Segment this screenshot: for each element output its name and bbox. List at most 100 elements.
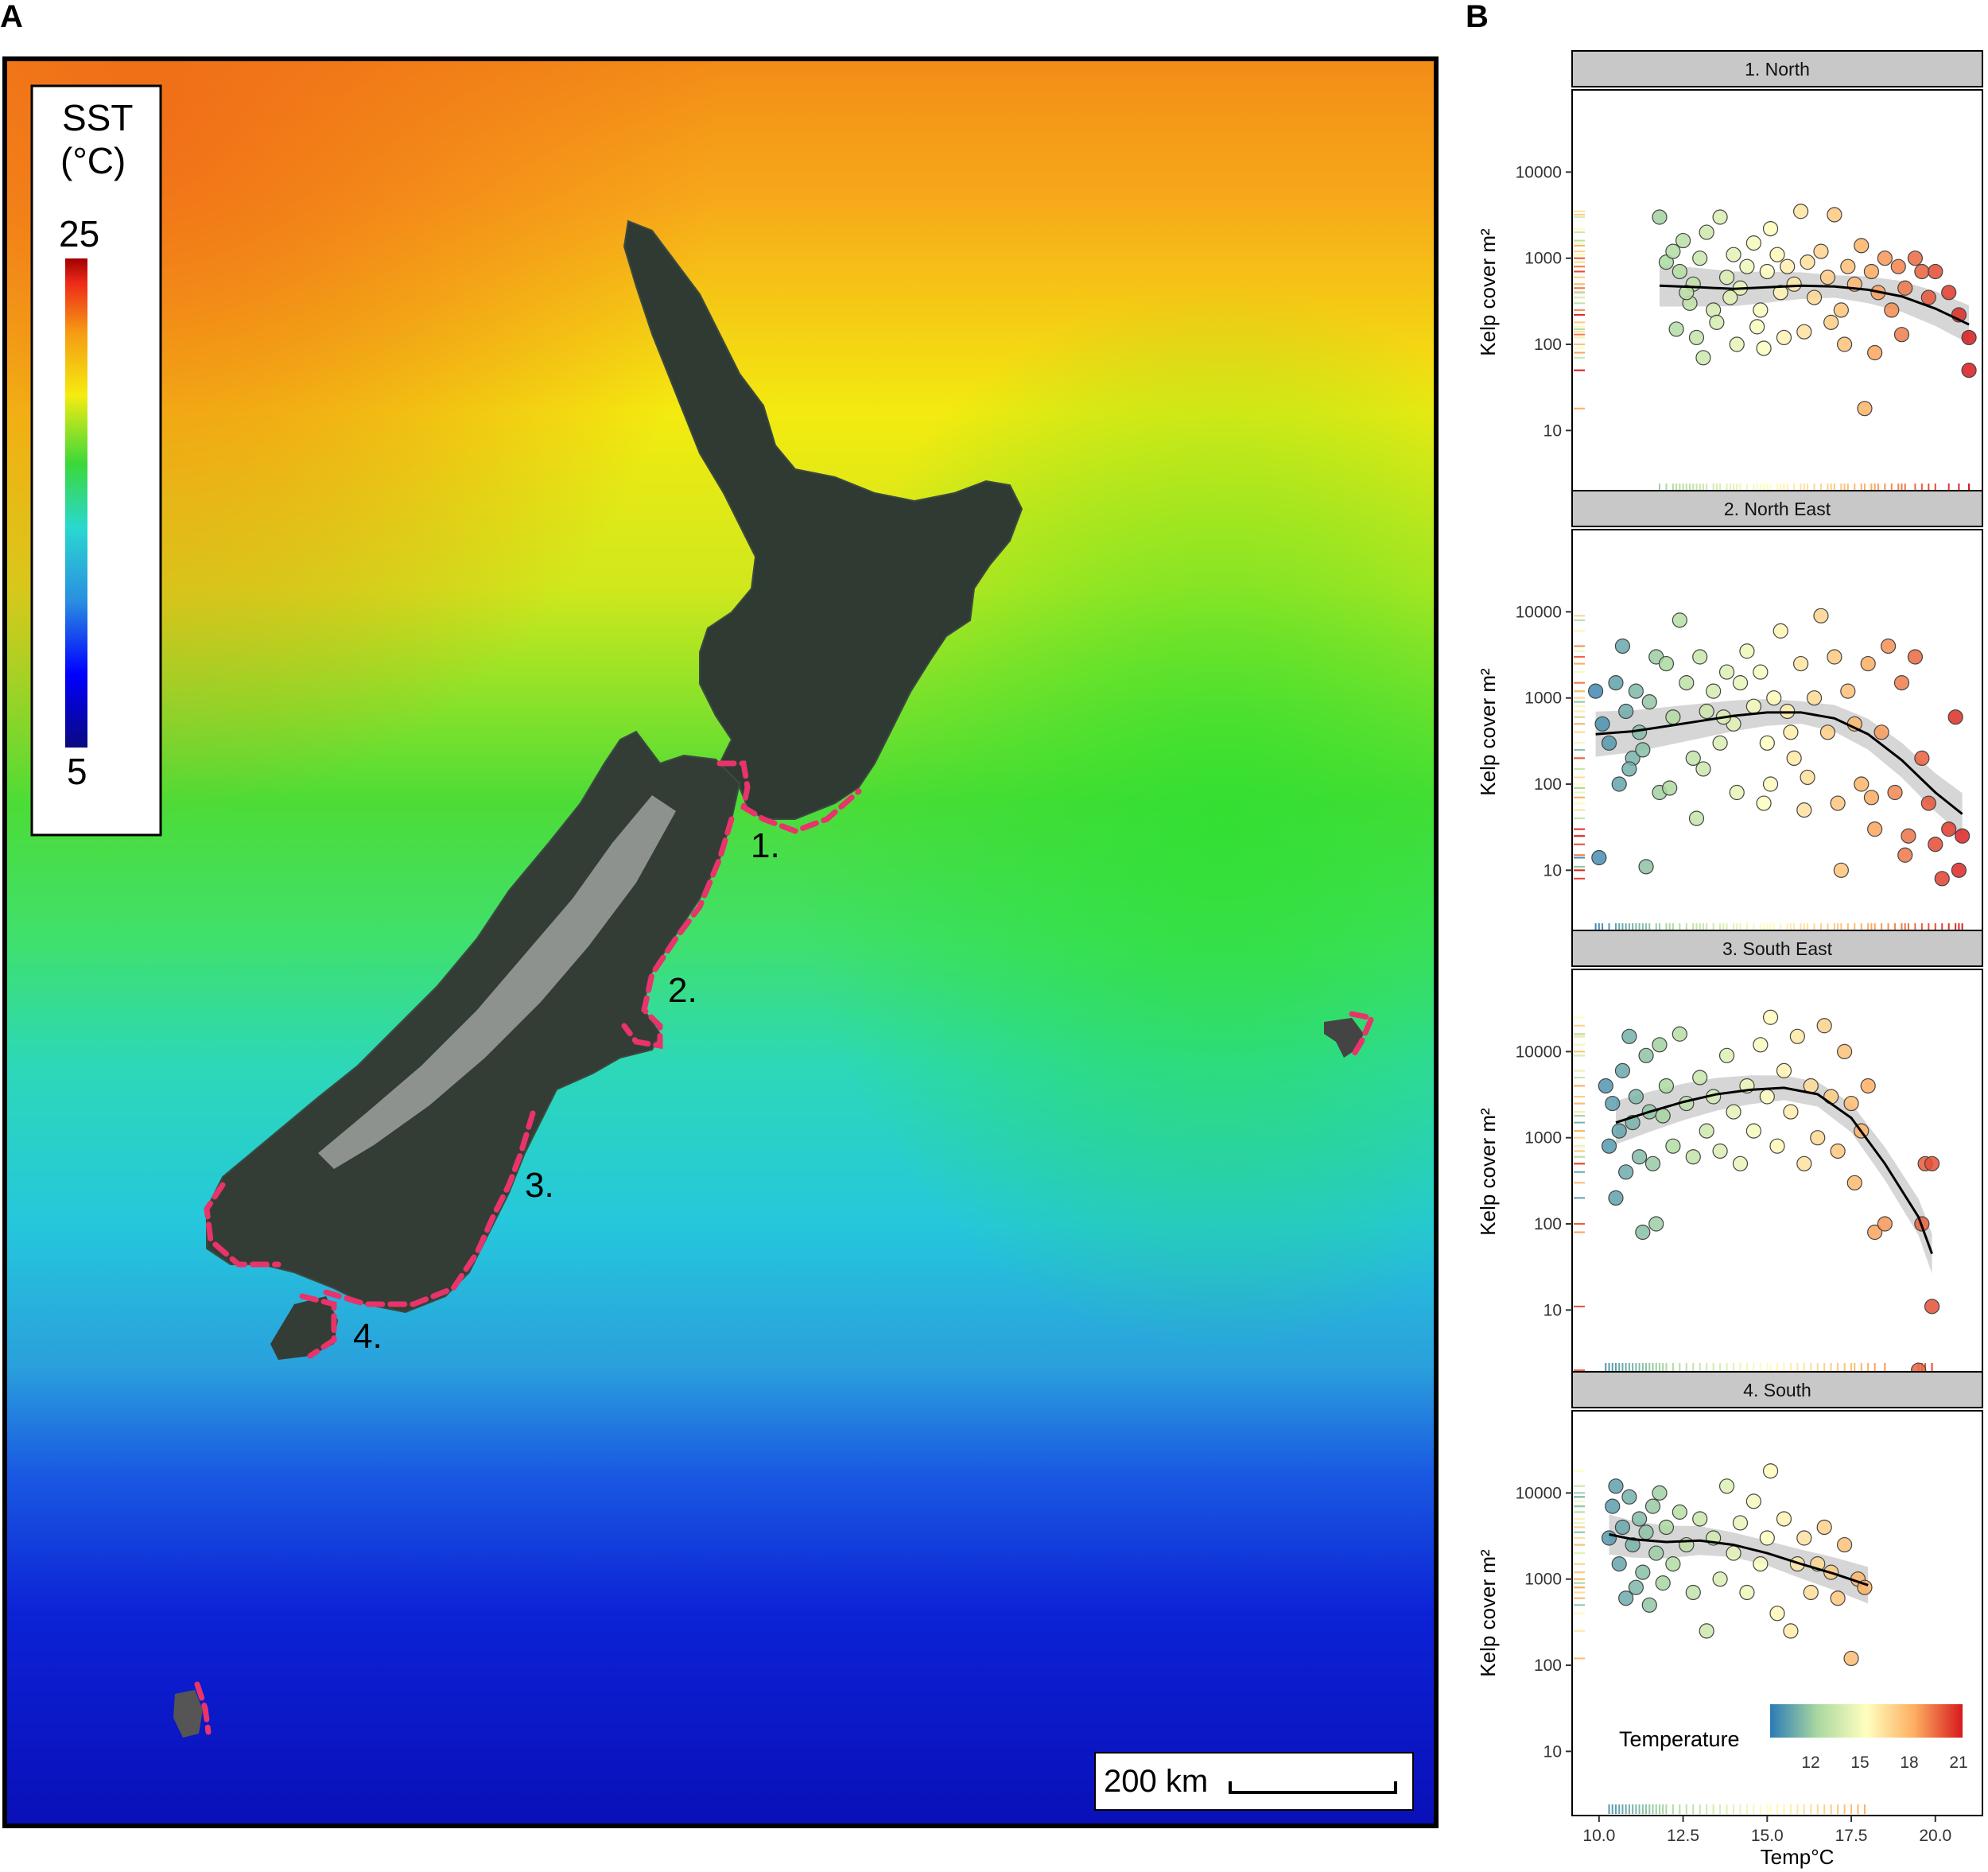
chatham-islands-landmass <box>1324 1018 1364 1058</box>
facet-title: 3. South East <box>1722 938 1833 959</box>
facet-strip <box>1571 490 1983 527</box>
data-point <box>1675 232 1691 249</box>
y-tick-label: 100 <box>1534 1656 1562 1675</box>
sst-legend-title: SST <box>62 97 133 138</box>
data-point <box>1672 263 1687 280</box>
data-point <box>1695 350 1711 366</box>
data-point <box>1823 314 1839 330</box>
data-point <box>1951 862 1967 878</box>
data-point <box>1729 336 1745 352</box>
region-label-4: 4. <box>353 1317 382 1356</box>
map-frame <box>2 56 1439 1828</box>
temperature-legend-tick-15: 15 <box>1850 1754 1869 1772</box>
data-point <box>1897 847 1913 863</box>
data-point <box>1614 1519 1631 1536</box>
data-point <box>1692 1511 1708 1527</box>
sst-legend-max-label: 25 <box>59 213 99 254</box>
data-point <box>1836 1043 1853 1059</box>
data-point <box>1897 280 1913 296</box>
data-point <box>1709 314 1725 330</box>
region-1-outline <box>716 760 862 834</box>
data-point <box>1726 247 1741 262</box>
data-point <box>1614 638 1631 654</box>
data-point <box>1759 735 1775 751</box>
data-point <box>1810 1130 1826 1146</box>
data-point <box>1780 258 1796 274</box>
data-point <box>1618 703 1634 720</box>
temperature-legend-tick-12: 12 <box>1801 1754 1819 1772</box>
data-point <box>1621 1489 1637 1505</box>
data-point <box>1920 289 1936 305</box>
data-point <box>1793 655 1809 672</box>
x-tick-label: 15.0 <box>1751 1827 1784 1845</box>
data-point <box>1608 675 1624 691</box>
data-point <box>1793 204 1809 219</box>
data-point <box>1652 209 1668 225</box>
data-point <box>1608 1478 1624 1494</box>
data-point <box>1769 1138 1785 1154</box>
data-point <box>1756 340 1772 356</box>
x-axis-title: Temp°C <box>1761 1845 1835 1869</box>
facet-plot-area <box>1571 969 1983 1375</box>
data-point <box>1668 321 1684 337</box>
data-point <box>1843 1095 1859 1112</box>
data-point <box>1672 1026 1687 1042</box>
smooth-line <box>1609 1533 1869 1587</box>
data-point <box>1836 336 1853 352</box>
data-point <box>1718 1047 1735 1063</box>
data-point <box>1823 1089 1839 1105</box>
subantarctic-region-outline <box>194 1681 212 1735</box>
data-point <box>1836 1536 1853 1553</box>
data-point <box>1806 690 1823 706</box>
data-point <box>1699 1123 1714 1139</box>
data-point <box>1860 655 1876 672</box>
x-tick-label: 10.0 <box>1582 1827 1615 1845</box>
y-tick-label: 100 <box>1534 775 1562 794</box>
data-point <box>1924 1155 1940 1171</box>
region-3-outline <box>323 1110 536 1307</box>
data-point <box>1692 649 1708 665</box>
data-point <box>1631 1511 1648 1527</box>
y-tick-label: 1000 <box>1524 1571 1562 1589</box>
data-point <box>1776 329 1792 346</box>
region-label-1: 1. <box>751 826 780 865</box>
data-point <box>1819 270 1836 285</box>
data-point <box>1934 871 1950 887</box>
data-point <box>1884 302 1900 318</box>
data-point <box>1665 243 1681 259</box>
data-point <box>1601 735 1617 751</box>
data-point <box>1803 1584 1819 1601</box>
data-point <box>1776 1062 1792 1078</box>
data-point <box>1658 1519 1675 1536</box>
data-point <box>1594 716 1610 732</box>
data-point <box>1830 795 1846 811</box>
data-point <box>1783 1623 1799 1639</box>
y-tick-label: 10 <box>1543 1742 1562 1761</box>
data-point <box>1941 821 1957 837</box>
data-point <box>1816 1018 1832 1034</box>
data-point <box>1756 795 1772 811</box>
data-point <box>1618 1590 1634 1606</box>
data-point <box>1961 329 1977 346</box>
data-point <box>1665 709 1681 725</box>
data-point <box>1920 795 1936 811</box>
data-point <box>1621 761 1637 777</box>
smooth-line <box>1615 1086 1933 1255</box>
data-point <box>1762 220 1779 237</box>
data-point <box>1773 623 1788 639</box>
data-point <box>1759 1089 1775 1105</box>
x-tick-label: 12.5 <box>1667 1827 1699 1845</box>
data-point <box>1854 238 1870 254</box>
y-axis-title: Kelp cover m² <box>1476 1549 1500 1677</box>
data-point <box>1749 319 1765 335</box>
y-tick-label: 10000 <box>1516 1484 1562 1502</box>
data-point <box>1655 1108 1671 1124</box>
region-4-outline <box>204 1182 337 1359</box>
scale-bar-label: 200 km <box>1104 1764 1208 1799</box>
data-point <box>1769 247 1785 262</box>
data-point <box>1759 1530 1775 1546</box>
confidence-band <box>1615 1075 1932 1274</box>
data-point <box>1907 251 1924 266</box>
